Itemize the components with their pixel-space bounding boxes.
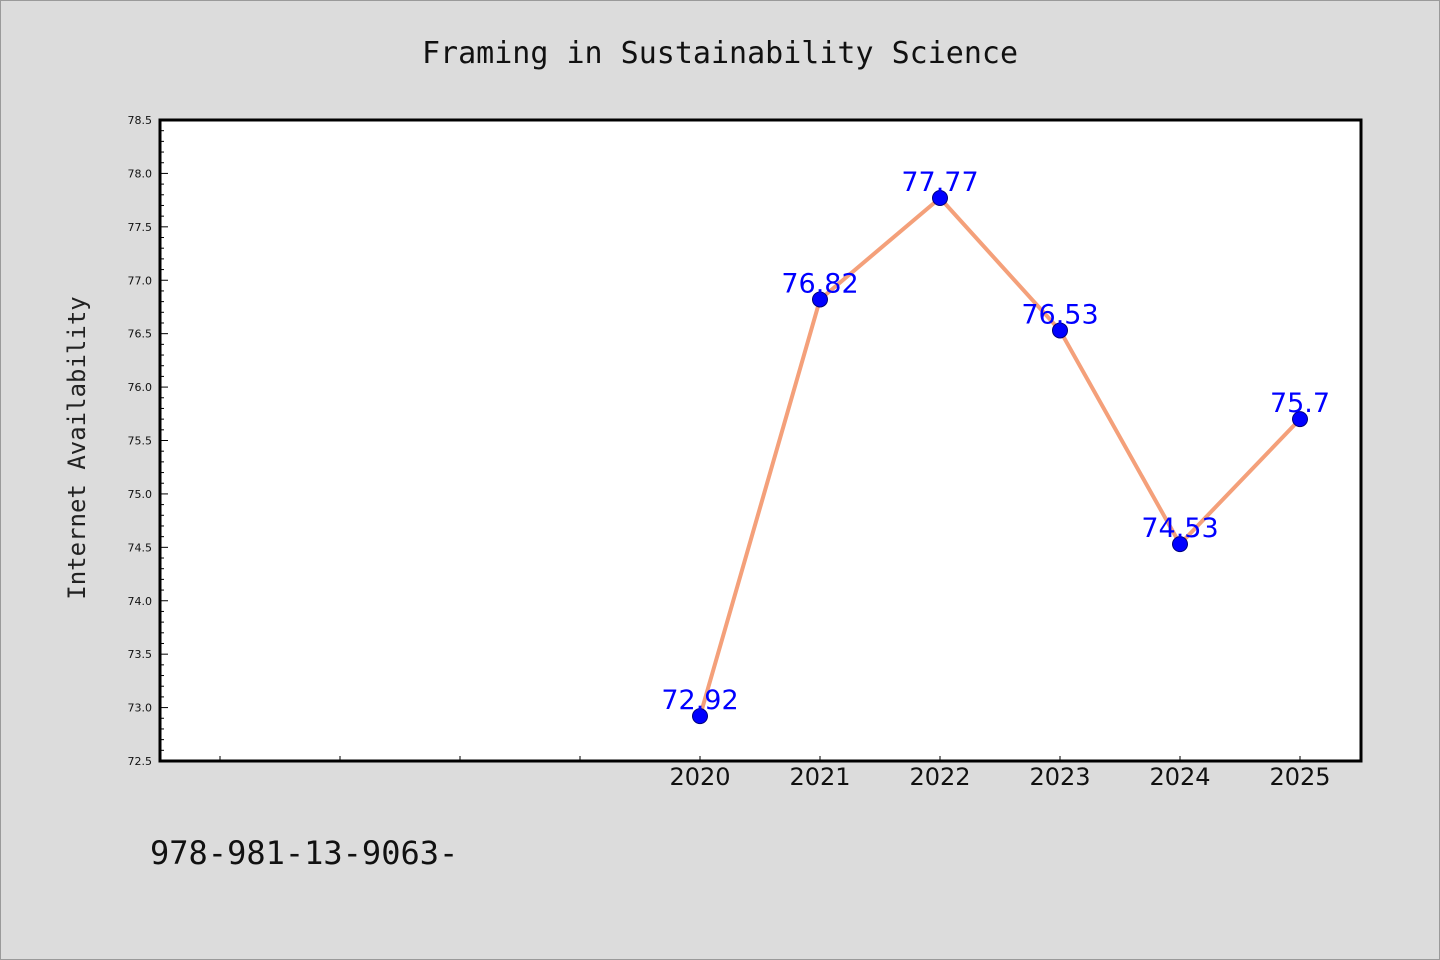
series-line xyxy=(698,195,1302,717)
data-label: 75.7 xyxy=(1270,388,1330,419)
y-tick-label: 76.5 xyxy=(128,328,153,341)
y-tick-label: 73.0 xyxy=(128,702,153,715)
chart-title: Framing in Sustainability Science xyxy=(422,36,1018,71)
footer-text: 978-981-13-9063- xyxy=(150,834,458,872)
data-point xyxy=(1292,411,1308,428)
x-tick-label: 2022 xyxy=(909,763,970,791)
y-tick-label: 77.0 xyxy=(128,274,153,287)
x-tick-label: 2021 xyxy=(789,763,850,791)
y-tick-label: 74.0 xyxy=(128,595,153,608)
data-point xyxy=(1172,536,1188,553)
data-label: 77.77 xyxy=(901,167,978,198)
data-label: 74.53 xyxy=(1141,513,1218,544)
y-tick-label: 78.5 xyxy=(128,114,153,127)
x-tick-label: 2023 xyxy=(1029,763,1090,791)
plot-area xyxy=(158,118,1363,763)
data-point xyxy=(932,189,948,206)
y-tick-label: 76.0 xyxy=(128,381,153,394)
data-label: 76.82 xyxy=(781,268,858,299)
y-tick-label: 72.5 xyxy=(128,755,153,768)
y-tick-label: 74.5 xyxy=(128,541,153,554)
y-tick-label: 78.0 xyxy=(128,167,153,180)
data-point xyxy=(812,291,828,308)
data-label: 72.92 xyxy=(661,685,738,716)
y-axis-title: Internet Availability xyxy=(63,296,91,599)
data-labels: 72.92 76.82 77.77 76.53 74.53 75.7 xyxy=(661,167,1330,716)
data-label: 76.53 xyxy=(1021,299,1098,330)
x-tick-label: 2024 xyxy=(1149,763,1210,791)
x-tick-label: 2020 xyxy=(669,763,730,791)
y-tick-label: 75.0 xyxy=(128,488,153,501)
y-tick-label: 75.5 xyxy=(128,435,153,448)
y-axis: 72.5 73.0 73.5 74.0 74.5 75.0 75.5 76.0 76.5 77.0… xyxy=(128,114,168,768)
x-tick-label: 2025 xyxy=(1269,763,1330,791)
y-tick-label: 77.5 xyxy=(128,221,153,234)
series-layer xyxy=(692,189,1308,725)
y-tick-label: 73.5 xyxy=(128,648,153,661)
data-point xyxy=(1052,322,1068,339)
data-point xyxy=(692,708,708,725)
x-axis: 2020 2021 2022 2023 2024 2025 xyxy=(219,756,1331,791)
